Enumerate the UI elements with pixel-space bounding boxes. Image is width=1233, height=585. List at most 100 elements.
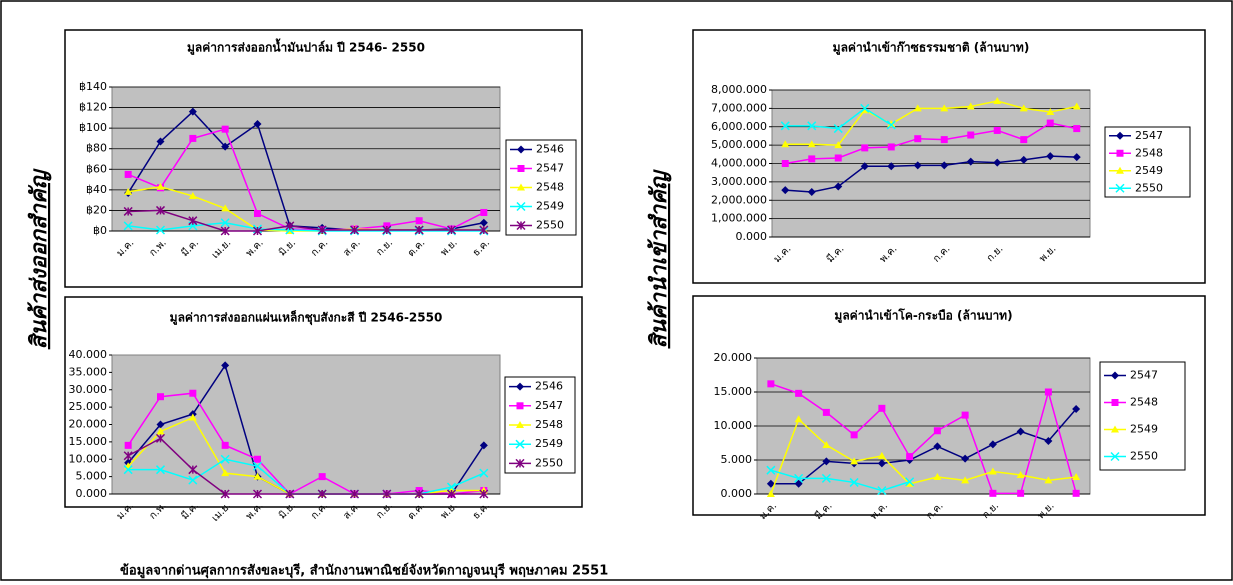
marker [254, 210, 261, 218]
marker [220, 454, 230, 464]
marker [822, 457, 831, 466]
marker [415, 217, 423, 225]
marker [221, 441, 229, 449]
marker [849, 477, 859, 487]
marker [906, 453, 914, 461]
marker [516, 220, 526, 231]
y-tick-label: 5.000 [721, 453, 753, 466]
marker [221, 204, 230, 212]
series-line [127, 437, 484, 495]
marker [1020, 136, 1028, 144]
y-tick-label: ฿0 [93, 224, 107, 237]
legend-label: 2548 [535, 418, 563, 431]
y-tick-label: 15.000 [69, 435, 108, 448]
chart-title: มูลค่าการส่งออกแผ่นเหล็กชุบสังกะสี ปี 25… [170, 310, 443, 326]
marker [221, 142, 230, 151]
marker [1116, 131, 1124, 140]
marker [188, 107, 197, 116]
series-line [770, 417, 1077, 495]
y-tick-label: ฿80 [86, 142, 107, 155]
marker [933, 427, 941, 435]
marker [1073, 125, 1081, 133]
marker [517, 183, 525, 191]
marker [1072, 473, 1081, 480]
marker [887, 119, 896, 127]
marker [221, 361, 230, 370]
marker [479, 218, 488, 227]
marker [156, 427, 165, 435]
marker [808, 155, 816, 163]
marker [1016, 427, 1025, 436]
legend-label: 2549 [1135, 164, 1163, 177]
marker [123, 221, 133, 231]
marker [877, 459, 886, 468]
y-tick-label: ฿40 [86, 183, 107, 196]
marker [446, 489, 457, 499]
marker [479, 441, 488, 450]
marker [834, 154, 842, 162]
marker [516, 402, 524, 410]
marker [914, 135, 922, 143]
marker [446, 225, 457, 235]
marker [318, 473, 326, 481]
y-tick-label: 10.000 [714, 419, 753, 432]
marker [1111, 399, 1119, 406]
marker [349, 489, 360, 499]
marker [766, 490, 775, 497]
marker [905, 477, 915, 487]
marker [285, 225, 295, 235]
legend-label: 2550 [535, 456, 563, 469]
marker [1111, 371, 1119, 380]
marker [124, 441, 132, 449]
marker [156, 182, 165, 190]
marker [988, 467, 997, 475]
marker [767, 380, 775, 388]
y-tick-label: 7,000.000 [711, 101, 767, 114]
marker [188, 465, 198, 475]
marker [317, 225, 327, 235]
side-label: สินค้าส่งออกสำคัญ [27, 167, 52, 349]
marker [252, 461, 263, 471]
y-tick-label: 20.000 [714, 351, 753, 364]
marker [861, 144, 869, 152]
marker [446, 482, 457, 492]
marker [414, 489, 424, 499]
marker [1072, 153, 1081, 162]
marker [1072, 405, 1081, 413]
y-tick-label: 10.000 [69, 452, 108, 465]
y-tick-label: 8,000.000 [711, 83, 767, 96]
y-tick-label: 0.000 [736, 230, 768, 243]
marker [479, 489, 489, 499]
marker [877, 451, 886, 459]
y-tick-label: 6,000.000 [711, 120, 767, 133]
marker [252, 226, 263, 236]
legend-label: 2548 [1130, 396, 1158, 409]
series-line [770, 469, 910, 492]
marker [1072, 102, 1081, 110]
marker [349, 225, 360, 235]
marker [1046, 119, 1054, 127]
y-tick-label: ฿60 [86, 162, 107, 175]
y-tick-label: 30.000 [69, 383, 108, 396]
marker [220, 226, 230, 236]
marker [123, 465, 133, 475]
marker [517, 145, 525, 154]
marker [887, 162, 896, 171]
y-tick-label: 4,000.000 [711, 157, 767, 170]
marker [155, 433, 166, 443]
marker [967, 131, 975, 139]
marker [220, 218, 230, 228]
marker [123, 451, 133, 461]
series-line [785, 122, 1077, 165]
marker [516, 201, 526, 212]
marker [781, 160, 789, 167]
series-line [127, 128, 485, 231]
y-tick-label: ฿20 [86, 203, 107, 216]
y-tick-label: 25.000 [69, 400, 108, 413]
y-tick-label: 3,000.000 [711, 175, 767, 188]
marker [1017, 489, 1025, 497]
marker [794, 415, 803, 423]
marker [1110, 451, 1120, 462]
marker [124, 187, 133, 195]
marker [221, 125, 229, 133]
